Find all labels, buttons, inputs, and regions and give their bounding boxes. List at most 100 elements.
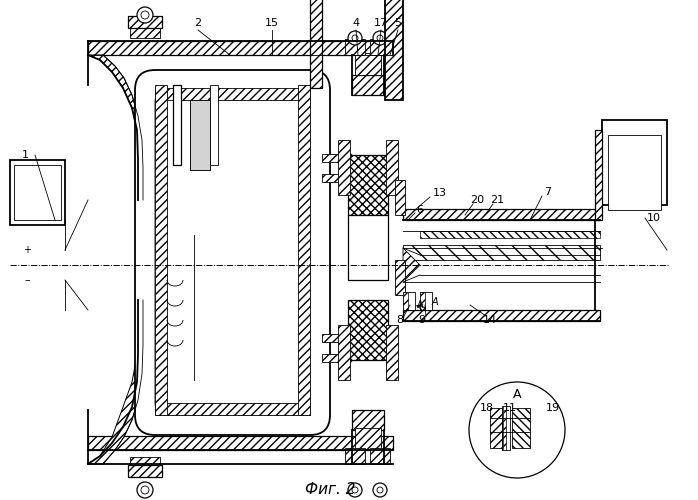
- Bar: [88, 41, 393, 55]
- FancyBboxPatch shape: [155, 90, 310, 415]
- Bar: [310, 0, 322, 88]
- Bar: [130, 28, 160, 38]
- Bar: [348, 300, 388, 360]
- Bar: [345, 39, 365, 55]
- Circle shape: [141, 486, 149, 494]
- Bar: [385, 0, 403, 100]
- Text: 8: 8: [396, 315, 403, 325]
- Bar: [190, 100, 210, 170]
- Text: 14: 14: [483, 315, 497, 325]
- Text: 20: 20: [470, 195, 484, 205]
- Bar: [128, 16, 162, 28]
- Circle shape: [352, 35, 358, 41]
- Bar: [348, 215, 388, 280]
- Bar: [348, 155, 388, 215]
- Circle shape: [373, 483, 387, 497]
- Circle shape: [348, 483, 362, 497]
- Bar: [370, 448, 390, 464]
- Bar: [173, 85, 181, 165]
- Bar: [352, 75, 384, 95]
- Text: 10: 10: [647, 213, 661, 223]
- Polygon shape: [88, 55, 143, 250]
- Bar: [403, 310, 600, 321]
- Text: 9: 9: [418, 315, 426, 325]
- Bar: [355, 53, 381, 75]
- Bar: [355, 428, 381, 450]
- Bar: [210, 85, 218, 165]
- Circle shape: [343, 173, 353, 183]
- Bar: [128, 465, 162, 477]
- Bar: [130, 457, 160, 467]
- Bar: [322, 334, 347, 342]
- Text: 2: 2: [195, 18, 202, 28]
- Bar: [322, 174, 347, 182]
- Bar: [502, 406, 510, 450]
- Text: 11: 11: [503, 403, 517, 413]
- Text: А: А: [417, 300, 423, 310]
- Circle shape: [377, 487, 383, 493]
- Circle shape: [137, 482, 153, 498]
- Bar: [338, 140, 350, 195]
- Circle shape: [373, 31, 387, 45]
- Bar: [395, 260, 405, 295]
- Circle shape: [343, 353, 353, 363]
- Bar: [155, 88, 310, 100]
- Circle shape: [352, 487, 358, 493]
- Text: –: –: [24, 275, 30, 285]
- Bar: [370, 39, 390, 55]
- Text: 4: 4: [352, 18, 359, 28]
- FancyBboxPatch shape: [135, 70, 330, 435]
- Bar: [14, 165, 61, 220]
- Bar: [420, 292, 425, 310]
- Text: 19: 19: [546, 403, 560, 413]
- Bar: [10, 160, 65, 225]
- Bar: [386, 325, 398, 380]
- Bar: [345, 448, 365, 464]
- Polygon shape: [88, 250, 143, 464]
- Bar: [403, 292, 415, 310]
- Text: 13: 13: [433, 188, 447, 198]
- Bar: [608, 135, 661, 210]
- Bar: [322, 154, 347, 162]
- Text: Фиг. 2: Фиг. 2: [305, 482, 355, 498]
- Bar: [512, 408, 530, 448]
- Bar: [88, 436, 393, 450]
- Text: 15: 15: [265, 18, 279, 28]
- Text: А: А: [513, 388, 521, 402]
- Bar: [322, 354, 347, 362]
- Bar: [503, 406, 506, 450]
- Bar: [403, 245, 600, 260]
- Circle shape: [141, 11, 149, 19]
- Bar: [595, 130, 602, 220]
- Bar: [386, 140, 398, 195]
- Text: 6: 6: [417, 205, 424, 215]
- Bar: [420, 231, 600, 238]
- Polygon shape: [403, 248, 420, 282]
- Bar: [298, 85, 310, 415]
- Text: 21: 21: [490, 195, 504, 205]
- Bar: [338, 325, 350, 380]
- Circle shape: [343, 333, 353, 343]
- Text: 7: 7: [544, 187, 551, 197]
- Bar: [602, 120, 667, 205]
- Bar: [190, 100, 210, 170]
- Bar: [155, 403, 310, 415]
- Circle shape: [343, 153, 353, 163]
- Circle shape: [137, 7, 153, 23]
- Circle shape: [348, 31, 362, 45]
- Text: А: А: [432, 297, 438, 307]
- Text: 18: 18: [480, 403, 494, 413]
- Bar: [490, 408, 502, 448]
- Circle shape: [469, 382, 565, 478]
- Bar: [395, 180, 405, 215]
- Text: 1: 1: [22, 150, 29, 160]
- Circle shape: [377, 35, 383, 41]
- Bar: [403, 209, 600, 220]
- Bar: [352, 410, 384, 430]
- Text: 17: 17: [374, 18, 388, 28]
- Bar: [420, 292, 432, 310]
- Bar: [403, 292, 408, 310]
- Text: 5: 5: [394, 18, 401, 28]
- Text: +: +: [23, 245, 31, 255]
- Bar: [155, 85, 167, 415]
